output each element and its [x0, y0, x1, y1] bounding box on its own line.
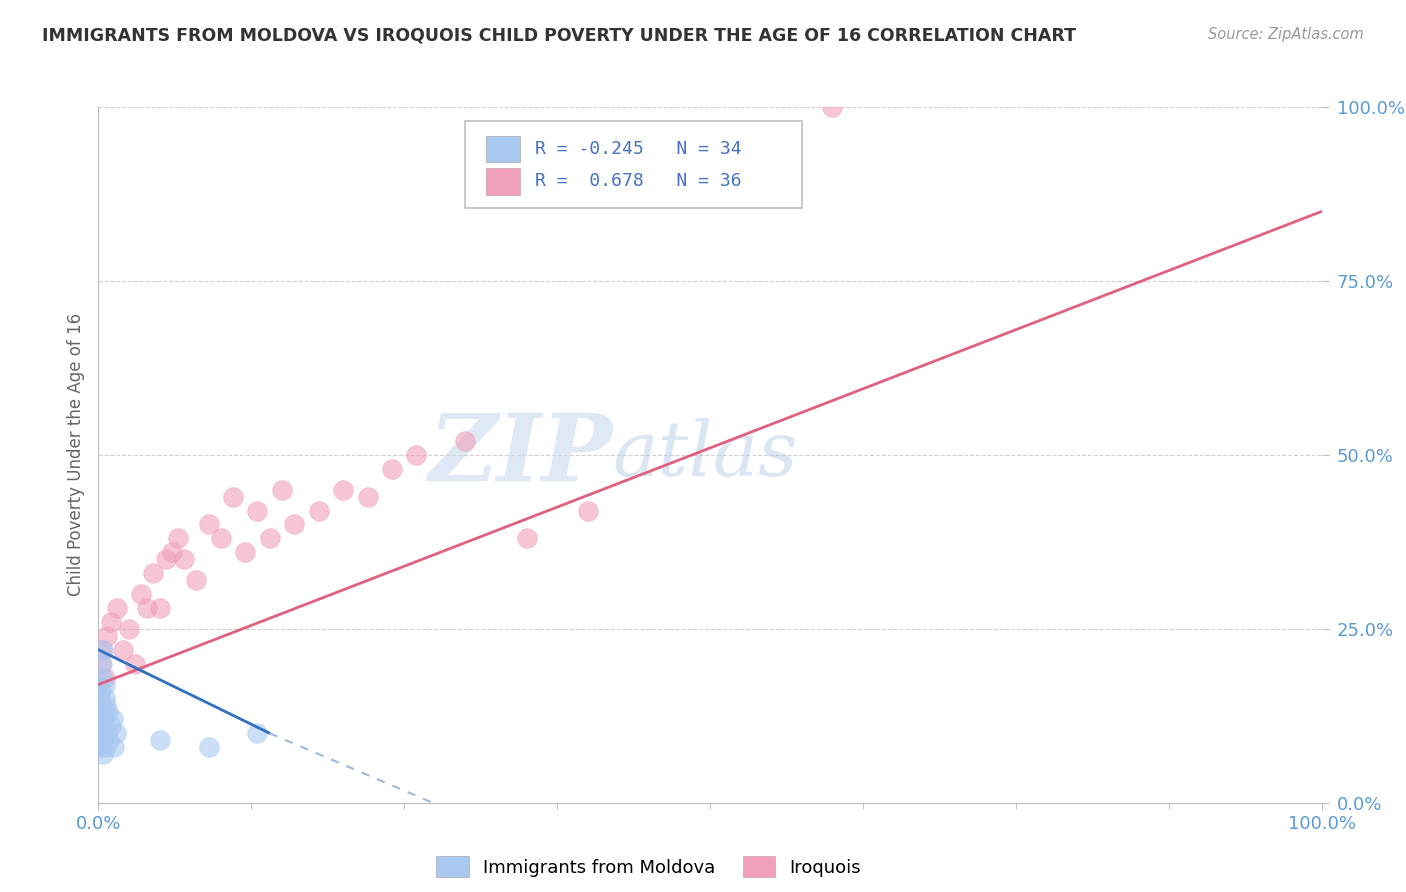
Point	[405, 448, 427, 462]
Point	[259, 532, 281, 546]
Point	[91, 642, 114, 657]
Point	[89, 726, 111, 740]
Y-axis label: Child Poverty Under the Age of 16: Child Poverty Under the Age of 16	[66, 313, 84, 597]
Point	[100, 719, 122, 733]
Bar	[486, 136, 520, 162]
Text: atlas: atlas	[612, 418, 797, 491]
Point	[233, 545, 256, 559]
Text: IMMIGRANTS FROM MOLDOVA VS IROQUOIS CHILD POVERTY UNDER THE AGE OF 16 CORRELATIO: IMMIGRANTS FROM MOLDOVA VS IROQUOIS CHIL…	[42, 27, 1076, 45]
Text: R =  0.678   N = 36: R = 0.678 N = 36	[536, 172, 742, 191]
Point	[308, 503, 330, 517]
Point	[90, 657, 112, 671]
Point	[94, 740, 117, 755]
Point	[173, 552, 195, 566]
Point	[98, 733, 121, 747]
Point	[103, 740, 125, 755]
FancyBboxPatch shape	[465, 121, 801, 208]
Point	[91, 747, 114, 761]
Point	[96, 726, 118, 740]
Point	[104, 726, 127, 740]
Point	[246, 503, 269, 517]
Point	[197, 740, 219, 755]
Point	[87, 677, 110, 691]
Point	[91, 733, 114, 747]
Point	[136, 601, 159, 615]
Point	[270, 483, 294, 497]
Point	[101, 712, 124, 726]
Text: ZIP: ZIP	[427, 410, 612, 500]
Point	[93, 671, 115, 685]
Point	[332, 483, 354, 497]
Point	[167, 532, 190, 546]
Point	[94, 698, 117, 713]
Point	[129, 587, 152, 601]
Point	[186, 573, 208, 587]
Point	[91, 642, 114, 657]
Point	[155, 552, 177, 566]
Point	[209, 532, 232, 546]
Point	[91, 657, 114, 671]
Bar	[486, 169, 520, 194]
Point	[90, 684, 112, 698]
Legend: Immigrants from Moldova, Iroquois: Immigrants from Moldova, Iroquois	[429, 849, 869, 884]
Text: Source: ZipAtlas.com: Source: ZipAtlas.com	[1208, 27, 1364, 42]
Point	[149, 733, 172, 747]
Point	[91, 719, 114, 733]
Point	[90, 698, 112, 713]
Point	[124, 657, 146, 671]
Point	[111, 642, 134, 657]
Point	[197, 517, 219, 532]
Point	[246, 726, 269, 740]
Point	[283, 517, 305, 532]
Point	[149, 601, 172, 615]
Point	[90, 740, 112, 755]
Point	[93, 706, 115, 720]
Text: R = -0.245   N = 34: R = -0.245 N = 34	[536, 140, 742, 158]
Point	[93, 691, 115, 706]
Point	[454, 434, 477, 448]
Point	[87, 740, 110, 755]
Point	[91, 712, 114, 726]
Point	[93, 677, 115, 691]
Point	[105, 601, 128, 615]
Point	[90, 712, 112, 726]
Point	[89, 712, 111, 726]
Point	[821, 100, 844, 114]
Point	[91, 706, 114, 720]
Point	[142, 566, 165, 581]
Point	[118, 622, 141, 636]
Point	[381, 462, 404, 476]
Point	[97, 706, 120, 720]
Point	[91, 733, 114, 747]
Point	[160, 545, 183, 559]
Point	[222, 490, 245, 504]
Point	[90, 726, 112, 740]
Point	[91, 671, 114, 685]
Point	[100, 615, 122, 629]
Point	[576, 503, 599, 517]
Point	[356, 490, 378, 504]
Point	[515, 532, 537, 546]
Point	[96, 629, 118, 643]
Point	[93, 726, 115, 740]
Point	[89, 691, 111, 706]
